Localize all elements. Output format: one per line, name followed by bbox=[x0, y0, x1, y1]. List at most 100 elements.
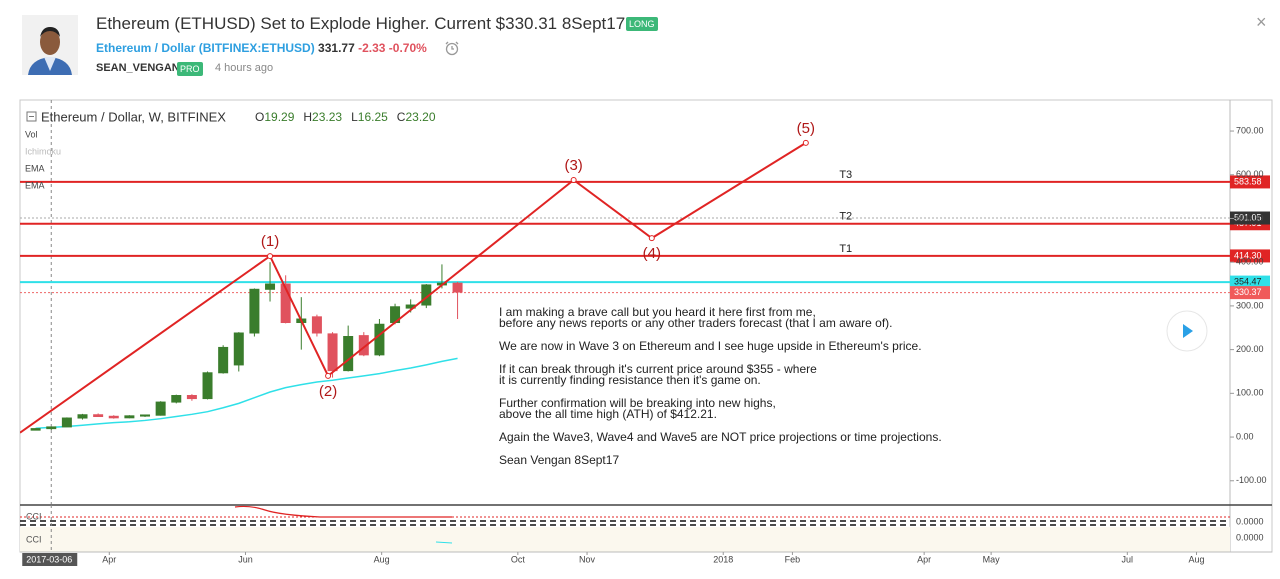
wave-label: (5) bbox=[797, 120, 815, 137]
cci-label: CCI bbox=[26, 511, 42, 521]
collapse-icon[interactable] bbox=[26, 111, 37, 122]
x-tick-label: Jun bbox=[238, 554, 253, 564]
candle-body bbox=[280, 283, 291, 324]
price-label-box bbox=[1230, 249, 1270, 263]
candle-body bbox=[265, 283, 276, 290]
candle-body bbox=[124, 415, 135, 419]
x-tick-label: Aug bbox=[1189, 554, 1205, 564]
legend-value: 16.25 bbox=[358, 110, 388, 124]
candle-body bbox=[46, 426, 57, 430]
candle-body bbox=[327, 333, 338, 372]
indicator-label: EMA bbox=[25, 180, 45, 190]
y-tick-label: 300.00 bbox=[1236, 300, 1264, 310]
note-line: If it can break through it's current pri… bbox=[499, 362, 817, 376]
pro-badge: PRO bbox=[177, 62, 203, 76]
wave-line bbox=[20, 141, 807, 434]
target-label: T3 bbox=[839, 169, 852, 181]
note-line: Further confirmation will be breaking in… bbox=[499, 396, 776, 410]
candle-body bbox=[93, 414, 104, 418]
idea-title: Ethereum (ETHUSD) Set to Explode Higher.… bbox=[96, 14, 626, 33]
y-tick-label: 700.00 bbox=[1236, 125, 1264, 135]
price-label: 330.37 bbox=[1234, 287, 1262, 297]
legend-value: 19.29 bbox=[264, 110, 294, 124]
change: -2.33 bbox=[358, 41, 386, 55]
price-label-box bbox=[1230, 211, 1270, 225]
wave-point bbox=[325, 372, 332, 379]
note-line: I am making a brave call but you heard i… bbox=[499, 305, 816, 319]
y-tick-label: 500.00 bbox=[1236, 213, 1264, 223]
symbol-row: Ethereum / Dollar (BITFINEX:ETHUSD) 331.… bbox=[96, 41, 427, 55]
price-label-box bbox=[1230, 275, 1270, 289]
overlay: (1)(2)(3)(4)(5)583.58487.91501.05414.303… bbox=[261, 120, 1270, 467]
cci-tick-label: 0.0000 bbox=[1236, 532, 1264, 542]
candle-body bbox=[249, 288, 260, 334]
candle-body bbox=[77, 414, 88, 419]
candle-body bbox=[186, 395, 197, 400]
legend-title: Ethereum / Dollar, W, BITFINEX bbox=[41, 109, 226, 124]
indicator-label: Vol bbox=[25, 129, 38, 139]
candle-body bbox=[233, 332, 244, 366]
cci-line-2 bbox=[435, 541, 453, 544]
close-button[interactable]: × bbox=[1256, 12, 1267, 32]
price-label: 414.30 bbox=[1234, 250, 1262, 260]
cursor-date: 2017-03-06 bbox=[26, 554, 72, 564]
x-tick-label: Oct bbox=[511, 554, 526, 564]
candle-body bbox=[218, 346, 229, 374]
note-line: it is currently finding resistance then … bbox=[499, 373, 761, 387]
legend-key: H bbox=[303, 110, 312, 124]
candle-body bbox=[61, 417, 72, 428]
note-line: above the all time high (ATH) of $412.21… bbox=[499, 407, 717, 421]
symbol[interactable]: (BITFINEX:ETHUSD) bbox=[198, 41, 315, 55]
cci-tick-label: 0.0000 bbox=[1236, 516, 1264, 526]
note-line: Again the Wave3, Wave4 and Wave5 are NOT… bbox=[499, 430, 942, 444]
x-tick-label: Jul bbox=[1122, 554, 1134, 564]
candle-body bbox=[171, 395, 182, 403]
target-label: T2 bbox=[839, 211, 852, 223]
price: 331.77 bbox=[318, 41, 355, 55]
candle-body bbox=[202, 372, 213, 400]
y-tick-label: 600.00 bbox=[1236, 169, 1264, 179]
y-tick-label: 100.00 bbox=[1236, 388, 1264, 398]
wave-label: (3) bbox=[564, 157, 582, 174]
symbol-name[interactable]: Ethereum / Dollar bbox=[96, 41, 196, 55]
main-pane: T3 T2 T1 bbox=[20, 100, 1230, 504]
candle-body bbox=[452, 282, 463, 293]
author[interactable]: SEAN_VENGAN bbox=[96, 62, 180, 74]
price-label: 583.58 bbox=[1234, 176, 1262, 186]
chart-frame bbox=[19, 99, 1273, 553]
wave-point bbox=[802, 139, 809, 146]
legend-value: 23.20 bbox=[405, 110, 435, 124]
candle-body bbox=[311, 316, 322, 334]
x-tick-label: May bbox=[983, 554, 1001, 564]
candle-body bbox=[155, 401, 166, 416]
candle-body bbox=[358, 335, 369, 356]
wave-point bbox=[648, 235, 655, 242]
wave-label: (2) bbox=[319, 383, 337, 400]
legend-key: L bbox=[351, 110, 358, 124]
legend-key: O bbox=[255, 110, 264, 124]
x-tick-label: Apr bbox=[917, 554, 931, 564]
indicator-label: Ichimoku bbox=[25, 146, 61, 156]
play-icon bbox=[1183, 324, 1193, 338]
cci-pane bbox=[20, 527, 1230, 552]
candle-body bbox=[140, 414, 151, 417]
header: Ethereum (ETHUSD) Set to Explode Higher.… bbox=[0, 0, 1280, 95]
y-tick-label: 0.00 bbox=[1236, 431, 1254, 441]
ema-line bbox=[35, 357, 458, 430]
long-badge: LONG bbox=[626, 17, 658, 31]
avatar bbox=[22, 15, 78, 75]
wave-point bbox=[267, 253, 274, 260]
x-tick-label: Feb bbox=[785, 554, 801, 564]
alarm-icon[interactable] bbox=[444, 40, 460, 56]
target-label: T1 bbox=[839, 243, 852, 255]
x-tick-label: Nov bbox=[579, 554, 596, 564]
y-tick-label: 200.00 bbox=[1236, 344, 1264, 354]
legend-key: C bbox=[397, 110, 406, 124]
candle-body bbox=[30, 428, 41, 431]
cursor-date-box bbox=[22, 553, 78, 566]
candle-body bbox=[343, 336, 354, 372]
price-label-box bbox=[1230, 175, 1270, 189]
y-tick-label: 400.00 bbox=[1236, 257, 1264, 267]
